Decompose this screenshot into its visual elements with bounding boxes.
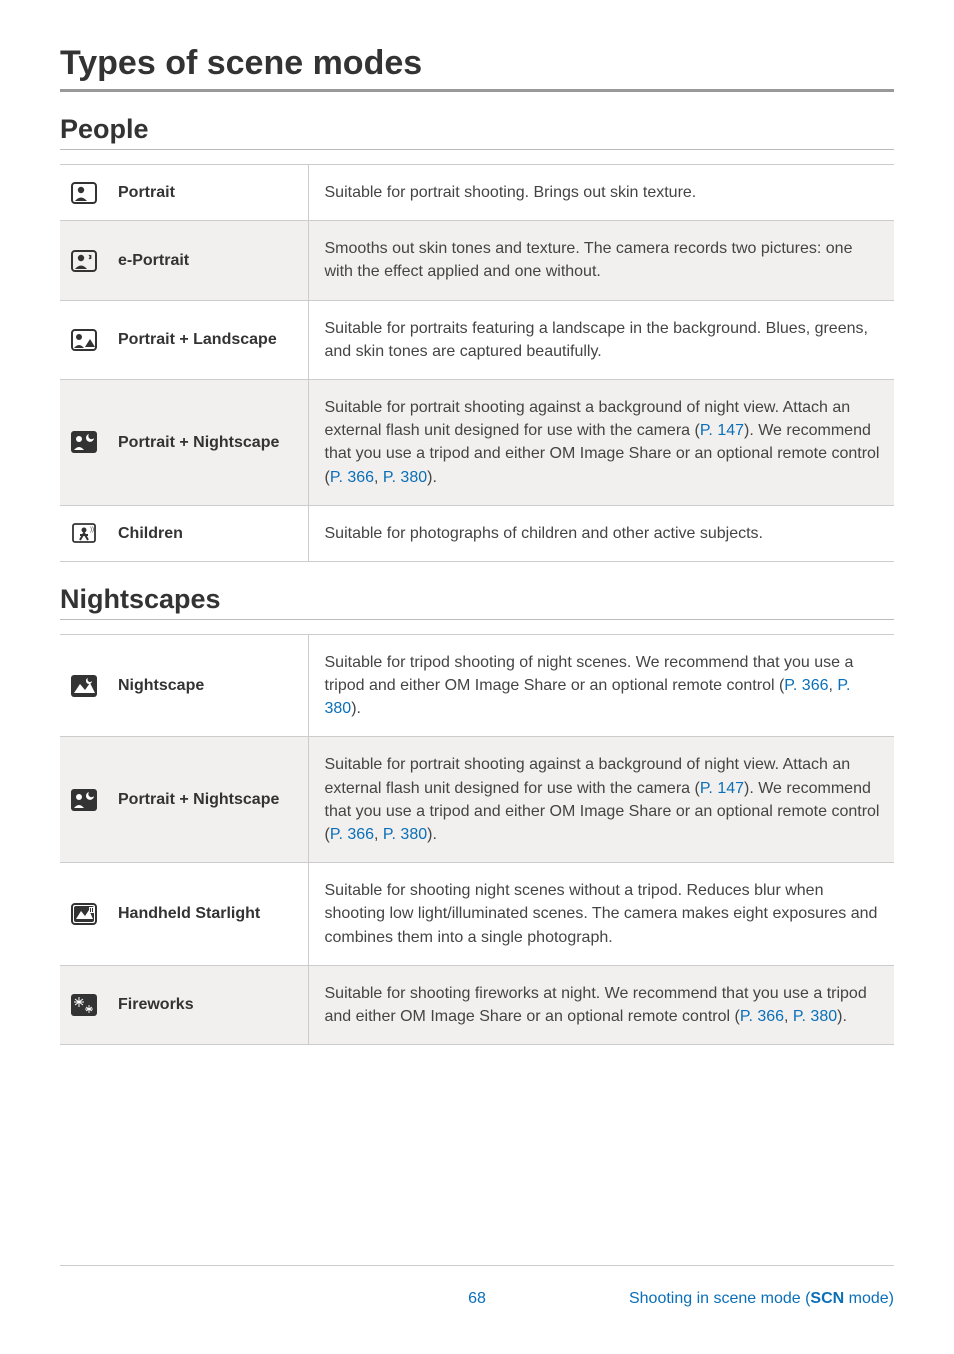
portrait-night-icon xyxy=(60,379,108,505)
description-text: Suitable for photographs of children and… xyxy=(325,525,764,542)
table-row: Portrait Suitable for portrait shooting. … xyxy=(60,165,894,221)
section-heading: People xyxy=(60,114,894,150)
page-link[interactable]: P. 366 xyxy=(740,1008,784,1025)
description-text: ). xyxy=(837,1008,847,1025)
page-number: 68 xyxy=(468,1290,486,1308)
description-text: ). xyxy=(427,826,437,843)
description-text: Suitable for portraits featuring a lands… xyxy=(325,320,868,360)
page-link[interactable]: P. 366 xyxy=(330,469,374,486)
table-row: Portrait + Landscape Suitable for portrai… xyxy=(60,300,894,379)
mode-name: Fireworks xyxy=(108,965,308,1044)
table-row: Nightscape Suitable for tripod shooting o… xyxy=(60,634,894,737)
page-link[interactable]: P. 147 xyxy=(700,780,744,797)
mode-description: Suitable for photographs of children and… xyxy=(308,505,894,561)
mode-name: Children xyxy=(108,505,308,561)
table-row: e-Portrait Smooths out skin tones and tex… xyxy=(60,221,894,300)
page-link[interactable]: P. 380 xyxy=(793,1008,837,1025)
portrait-night-icon xyxy=(60,737,108,863)
page-title: Types of scene modes xyxy=(60,44,894,92)
mode-description: Suitable for tripod shooting of night sc… xyxy=(308,634,894,737)
section-heading: Nightscapes xyxy=(60,584,894,620)
description-text: Smooths out skin tones and texture. The … xyxy=(325,240,853,280)
page-link[interactable]: P. 366 xyxy=(784,677,828,694)
mode-name: Portrait xyxy=(108,165,308,221)
description-text: , xyxy=(374,469,383,486)
description-text: , xyxy=(374,826,383,843)
description-text: Suitable for shooting night scenes witho… xyxy=(325,882,878,945)
scene-mode-table: Nightscape Suitable for tripod shooting o… xyxy=(60,634,894,1045)
fireworks-icon xyxy=(60,965,108,1044)
page-link[interactable]: P. 380 xyxy=(383,826,427,843)
mode-name: Portrait + Nightscape xyxy=(108,737,308,863)
portrait-icon xyxy=(60,165,108,221)
table-row: Portrait + NightscapeSuitable for portra… xyxy=(60,737,894,863)
mode-name: Portrait + Landscape xyxy=(108,300,308,379)
page-link[interactable]: P. 147 xyxy=(700,422,744,439)
mode-name: Nightscape xyxy=(108,634,308,737)
description-text: ). xyxy=(427,469,437,486)
mode-description: Suitable for shooting fireworks at night… xyxy=(308,965,894,1044)
mode-description: Smooths out skin tones and texture. The … xyxy=(308,221,894,300)
mode-description: Suitable for portraits featuring a lands… xyxy=(308,300,894,379)
scene-mode-table: Portrait Suitable for portrait shooting. … xyxy=(60,164,894,562)
children-icon: )) xyxy=(60,505,108,561)
svg-text:)): )) xyxy=(90,527,94,533)
description-text: ). xyxy=(351,700,361,717)
crumb-suffix: mode) xyxy=(844,1290,894,1307)
crumb-scn: SCN xyxy=(810,1290,844,1307)
mode-name: Portrait + Nightscape xyxy=(108,379,308,505)
nightscape-icon xyxy=(60,634,108,737)
description-text: Suitable for tripod shooting of night sc… xyxy=(325,654,854,694)
table-row: )) Children Suitable for photographs of ch… xyxy=(60,505,894,561)
handheld-starlight-icon xyxy=(60,863,108,966)
breadcrumb[interactable]: Shooting in scene mode (SCN mode) xyxy=(629,1290,894,1308)
mode-description: Suitable for shooting night scenes witho… xyxy=(308,863,894,966)
portrait-landscape-icon xyxy=(60,300,108,379)
mode-description: Suitable for portrait shooting against a… xyxy=(308,379,894,505)
mode-name: Handheld Starlight xyxy=(108,863,308,966)
mode-name: e-Portrait xyxy=(108,221,308,300)
page-link[interactable]: P. 366 xyxy=(330,826,374,843)
eportrait-icon xyxy=(60,221,108,300)
page-footer: 68 Shooting in scene mode (SCN mode) xyxy=(60,1265,894,1308)
mode-description: Suitable for portrait shooting against a… xyxy=(308,737,894,863)
table-row: Handheld Starlight Suitable for shooting … xyxy=(60,863,894,966)
page-link[interactable]: P. 380 xyxy=(383,469,427,486)
description-text: , xyxy=(784,1008,793,1025)
crumb-prefix: Shooting in scene mode ( xyxy=(629,1290,810,1307)
table-row: Portrait + NightscapeSuitable for portra… xyxy=(60,379,894,505)
table-row: FireworksSuitable for shooting fireworks… xyxy=(60,965,894,1044)
mode-description: Suitable for portrait shooting. Brings o… xyxy=(308,165,894,221)
description-text: Suitable for portrait shooting. Brings o… xyxy=(325,184,697,201)
